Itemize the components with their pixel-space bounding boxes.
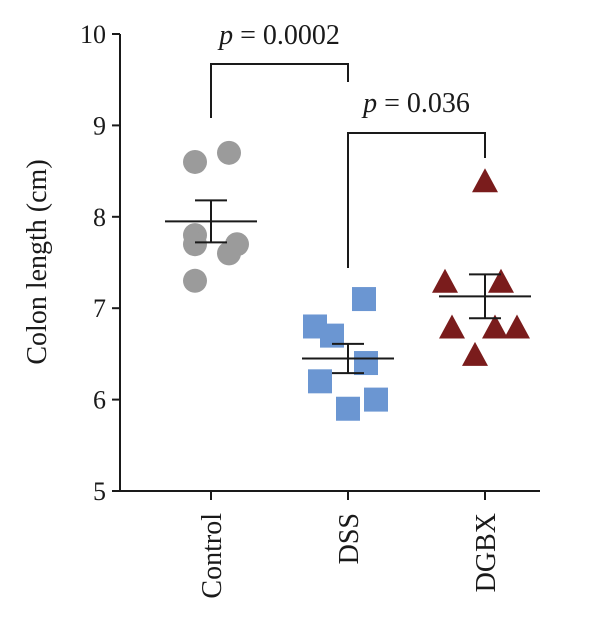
error-bars xyxy=(165,199,531,375)
y-tick-label: 10 xyxy=(80,20,106,49)
significance-brackets: p = 0.0002 p = 0.036 xyxy=(210,20,486,268)
data-point-triangle xyxy=(439,314,465,339)
data-point-triangle xyxy=(482,314,508,339)
significance-bracket xyxy=(347,132,486,268)
data-point-circle xyxy=(217,140,241,165)
y-axis-title: Colon length (cm) xyxy=(22,159,53,364)
data-point-triangle xyxy=(488,268,514,293)
x-category-label: Control xyxy=(197,513,228,599)
data-point-triangle xyxy=(472,168,498,193)
p-value-label: p = 0.036 xyxy=(361,88,470,119)
data-points xyxy=(183,140,530,421)
data-point-square xyxy=(364,387,388,412)
significance-bracket xyxy=(210,63,349,118)
y-tick-label: 8 xyxy=(93,203,106,232)
data-point-square xyxy=(308,369,332,394)
axes: 5 6 7 8 9 10 Control DSS DGBX xyxy=(80,20,540,599)
data-point-triangle xyxy=(462,341,488,366)
data-point-circle xyxy=(183,268,207,293)
data-point-square xyxy=(354,351,378,376)
data-point-triangle xyxy=(432,268,458,293)
x-category-label: DSS xyxy=(334,513,365,564)
data-point-circle xyxy=(217,241,241,266)
data-point-triangle xyxy=(504,314,530,339)
data-point-circle xyxy=(183,149,207,174)
y-tick-label: 9 xyxy=(93,111,106,140)
data-point-circle xyxy=(183,232,207,257)
y-tick-label: 7 xyxy=(93,294,106,323)
y-tick-label: 5 xyxy=(93,477,106,506)
p-value-label: p = 0.0002 xyxy=(217,20,340,51)
data-point-square xyxy=(336,396,360,421)
y-tick-label: 6 xyxy=(93,386,106,415)
x-category-label: DGBX xyxy=(471,513,502,592)
data-point-square xyxy=(352,287,376,312)
